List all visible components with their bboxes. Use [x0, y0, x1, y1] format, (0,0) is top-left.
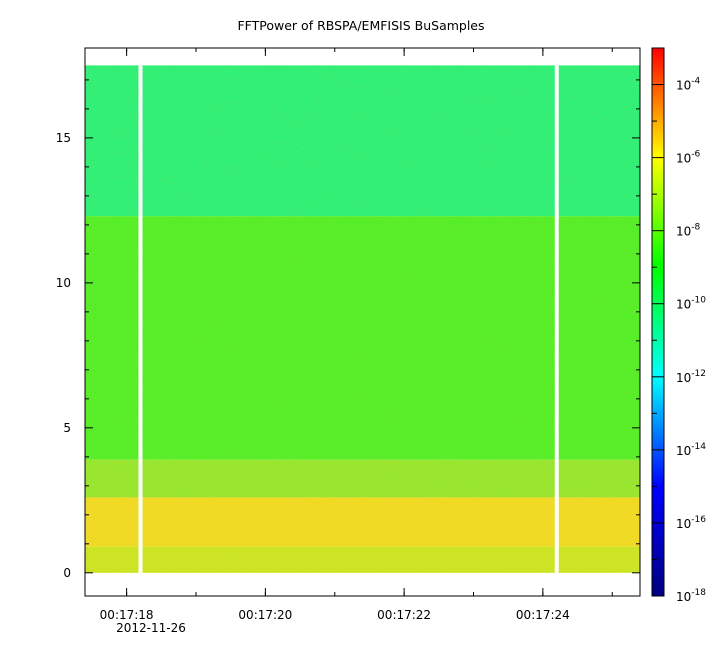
colorbar-tick-label: 10-8 — [676, 223, 701, 239]
colorbar-tick-label: 10-16 — [676, 515, 706, 531]
plot-area — [85, 65, 640, 573]
chart-title: FFTPower of RBSPA/EMFISIS BuSamples — [237, 18, 484, 33]
x-tick-label: 00:17:22 — [377, 608, 431, 622]
x-date-label: 2012-11-26 — [116, 621, 186, 635]
y-tick-label: 15 — [56, 131, 71, 145]
colorbar-tick-label: 10-4 — [676, 77, 701, 93]
x-axis: 00:17:18 00:17:20 00:17:22 00:17:24 — [100, 48, 613, 622]
y-axis: 0 5 10 15 — [56, 79, 640, 580]
colorbar-tick-label: 10-6 — [676, 150, 701, 166]
y-tick-label: 0 — [63, 566, 71, 580]
data-gap-1 — [554, 65, 559, 573]
plot-frame — [84, 47, 641, 597]
x-tick-label: 00:17:24 — [516, 608, 570, 622]
x-tick-label: 00:17:20 — [238, 608, 292, 622]
colorbar-tick-label: 10-18 — [676, 588, 706, 604]
colorbar-tick-label: 10-12 — [676, 369, 706, 385]
colorbar-tick-label: 10-14 — [676, 442, 706, 458]
colorbar: 10-4 10-6 10-8 10-10 10-12 10-14 10-16 10-18 — [651, 47, 706, 604]
data-gap-0 — [138, 65, 143, 573]
spectrogram-texture — [85, 65, 640, 573]
colorbar-fill — [651, 47, 665, 597]
x-tick-label: 00:17:18 — [100, 608, 154, 622]
y-tick-label: 5 — [63, 421, 71, 435]
colorbar-tick-label: 10-10 — [676, 296, 706, 312]
y-tick-label: 10 — [56, 276, 71, 290]
